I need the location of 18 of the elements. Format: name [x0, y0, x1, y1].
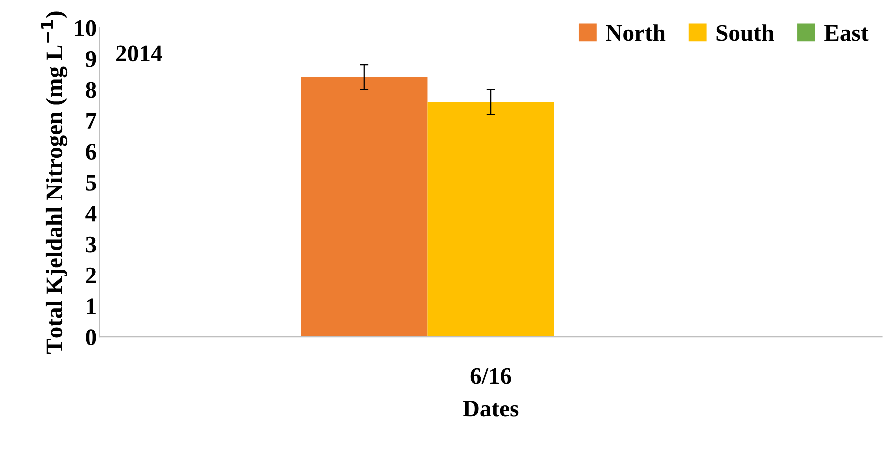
y-tick-label: 5 [86, 175, 96, 191]
y-tick-label: 3 [86, 236, 96, 253]
y-tick-label: 9 [86, 51, 96, 68]
legend-label: South [716, 24, 774, 42]
y-axis-title: Total Kjeldahl Nitrogen (mg L$^{−1}$) [41, 12, 68, 354]
y-tick-label: 2 [86, 268, 96, 284]
y-tick-label: 8 [86, 82, 96, 98]
legend-label: East [824, 26, 869, 42]
x-tick-label: 6/16 [470, 368, 512, 384]
x-axis-title: Dates [463, 401, 519, 417]
y-tick-label: 1 [87, 298, 96, 314]
text: 2014 [116, 46, 162, 62]
y-tick-label: 10 [75, 20, 96, 36]
y-tick-label: 0 [86, 330, 96, 346]
legend-label: North [606, 24, 666, 42]
y-tick-label: 6 [86, 144, 96, 160]
y-tick-label: 4 [86, 206, 97, 222]
y-tick-label: 7 [86, 113, 97, 129]
